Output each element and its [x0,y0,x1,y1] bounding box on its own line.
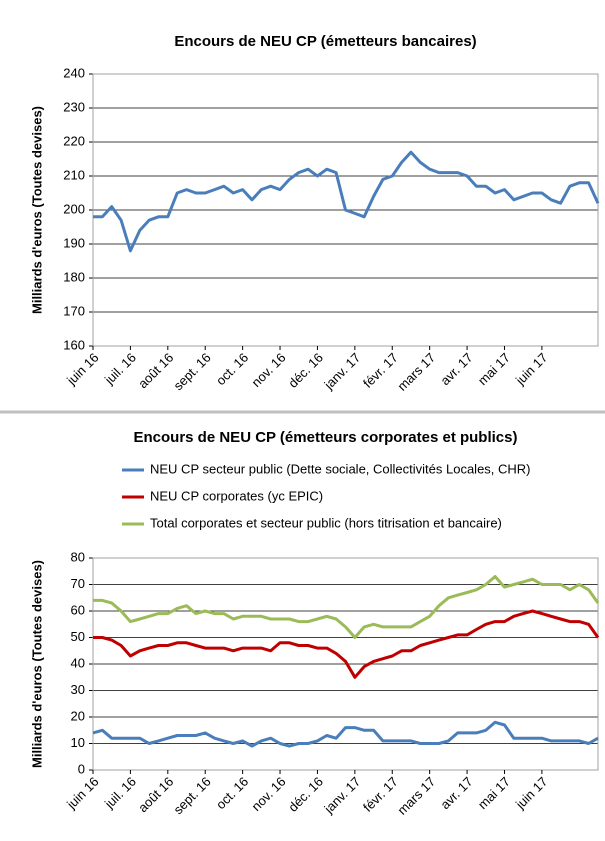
plot-frame [92,73,599,347]
y-tick-label: 200 [63,201,85,216]
y-tick-label: 230 [63,99,85,114]
series-line [93,609,600,679]
y-axis-label: Milliards d'euros (Toutes devises) [29,106,44,314]
y-tick-label: 240 [63,65,85,80]
y-tick-label: 10 [71,735,85,750]
legend-label: Total corporates et secteur public (hors… [150,515,502,530]
legend-label: NEU CP corporates (yc EPIC) [150,488,323,503]
y-tick-label: 40 [71,655,85,670]
y-tick-label: 220 [63,133,85,148]
y-tick-label: 20 [71,708,85,723]
y-tick-label: 160 [63,337,85,352]
series-line [93,575,600,639]
y-tick-label: 170 [63,303,85,318]
y-tick-label: 50 [71,629,85,644]
series-line [93,150,600,253]
y-tick-label: 190 [63,235,85,250]
y-tick-label: 70 [71,576,85,591]
chart-title: Encours de NEU CP (émetteurs corporates … [134,429,518,446]
chart-title: Encours de NEU CP (émetteurs bancaires) [174,33,476,50]
plot-frame [92,557,599,771]
series-line [92,720,599,748]
y-tick-label: 80 [71,549,85,564]
y-tick-label: 210 [63,167,85,182]
legend-label: NEU CP secteur public (Dette sociale, Co… [150,461,531,476]
y-axis-label: Milliards d'euros (Toutes devises) [29,560,44,768]
y-tick-label: 180 [63,269,85,284]
y-tick-label: 30 [71,682,85,697]
y-tick-label: 0 [78,761,85,776]
y-tick-label: 60 [71,602,85,617]
